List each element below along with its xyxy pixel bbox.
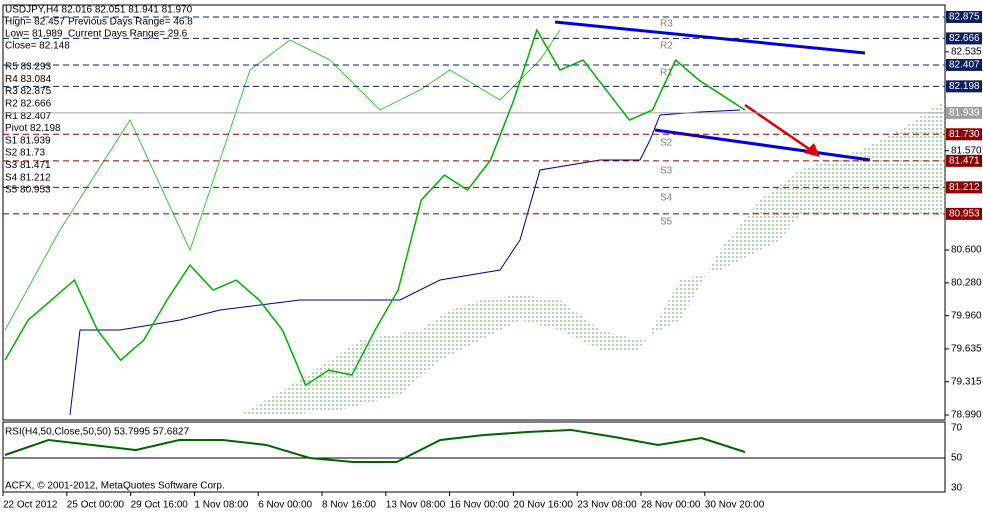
price-label: 80.953: [949, 209, 980, 220]
price-box: [946, 154, 982, 167]
price-box: [946, 181, 982, 194]
pivot-text: S2 81.73: [5, 148, 45, 159]
high: High= 82.457: [5, 17, 65, 28]
close: Close= 82.148: [5, 41, 70, 52]
level-tag: S3: [660, 166, 673, 177]
low: Low= 81.989: [5, 29, 63, 40]
price-box: [946, 106, 982, 119]
price-label: 80.600: [951, 245, 982, 256]
price-box: [946, 128, 982, 141]
pivot-text: R3 82.875: [5, 86, 52, 97]
pivot-text: S3 81.471: [5, 160, 51, 171]
date-label: 20 Nov 16:00: [513, 500, 573, 511]
rsi-label: RSI(H4,50,Close,50,50) 53.7995 57.6827: [5, 427, 189, 438]
rsi-tick: 70: [951, 423, 963, 434]
rsi-tick: 30: [951, 483, 963, 494]
prev-range: Previous Days Range= 46.8: [68, 17, 193, 28]
price-label: 82.198: [949, 81, 980, 92]
pivot-text: S5 80.953: [5, 185, 51, 196]
date-label: 28 Nov 00:00: [641, 500, 701, 511]
price-label: 81.471: [949, 155, 980, 166]
level-tag: S4: [660, 193, 673, 204]
price-label: 81.570: [951, 145, 982, 156]
price-label: 79.635: [951, 344, 982, 355]
date-label: 25 Oct 00:00: [67, 500, 125, 511]
date-label: 13 Nov 08:00: [386, 500, 446, 511]
level-tag: R1: [660, 68, 673, 79]
pivot-text: R2 82.666: [5, 99, 52, 110]
price-box: [946, 58, 982, 71]
date-label: 23 Nov 08:00: [577, 500, 637, 511]
pivot-text: R4 83.084: [5, 74, 52, 85]
price-label: 82.875: [949, 12, 980, 23]
price-label: 79.315: [951, 376, 982, 387]
price-box: [946, 207, 982, 220]
date-label: 1 Nov 08:00: [194, 500, 248, 511]
price-label: 82.535: [951, 46, 982, 57]
date-label: 22 Oct 2012: [3, 500, 58, 511]
level-tag: S2: [660, 138, 673, 149]
price-label: 82.666: [949, 33, 980, 44]
date-label: 8 Nov 16:00: [322, 500, 376, 511]
level-tag: R3: [660, 19, 673, 30]
chikou-line: [4, 29, 561, 331]
price-label: 81.939: [949, 108, 980, 119]
level-tag: R2: [660, 41, 673, 52]
kijun-line: [69, 109, 741, 416]
date-label: 29 Oct 16:00: [131, 500, 189, 511]
arrow-head: [804, 143, 820, 157]
trend-line-upper: [554, 20, 866, 55]
cur-range: Current Days Range= 29.6: [68, 29, 188, 40]
pivot-text: R1 82.407: [5, 111, 52, 122]
price-box: [946, 32, 982, 45]
rsi-tick: 50: [951, 453, 963, 464]
pivot-text: R5 83.293: [5, 62, 52, 73]
date-label: 30 Nov 20:00: [705, 500, 765, 511]
date-label: 6 Nov 00:00: [258, 500, 312, 511]
price-box: [946, 11, 982, 23]
price-label: 79.960: [951, 310, 982, 321]
trend-line-lower: [654, 128, 871, 162]
price-label: 82.407: [949, 60, 980, 71]
price-label: 81.730: [949, 129, 980, 140]
price-box: [946, 80, 982, 93]
pivot-text: Pivot 82.198: [5, 123, 61, 134]
copyright: ACFX, © 2001-2012, MetaQuotes Software C…: [5, 481, 225, 492]
rsi-line: [4, 428, 746, 464]
price-label: 80.280: [951, 277, 982, 288]
price-label: 81.212: [949, 182, 980, 193]
ichimoku-cloud: [240, 100, 945, 415]
price-line: [4, 28, 746, 387]
pivot-text: S1 81.939: [5, 135, 51, 146]
symbol-line: USDJPY,H4 82.016 82.051 81.941 81.970: [5, 5, 193, 16]
level-tag: S5: [660, 217, 673, 228]
pivot-text: S4 81.212: [5, 172, 51, 183]
rsi-pane: [2, 421, 946, 493]
price-label: 78.990: [951, 410, 982, 421]
date-label: 16 Nov 00:00: [450, 500, 510, 511]
